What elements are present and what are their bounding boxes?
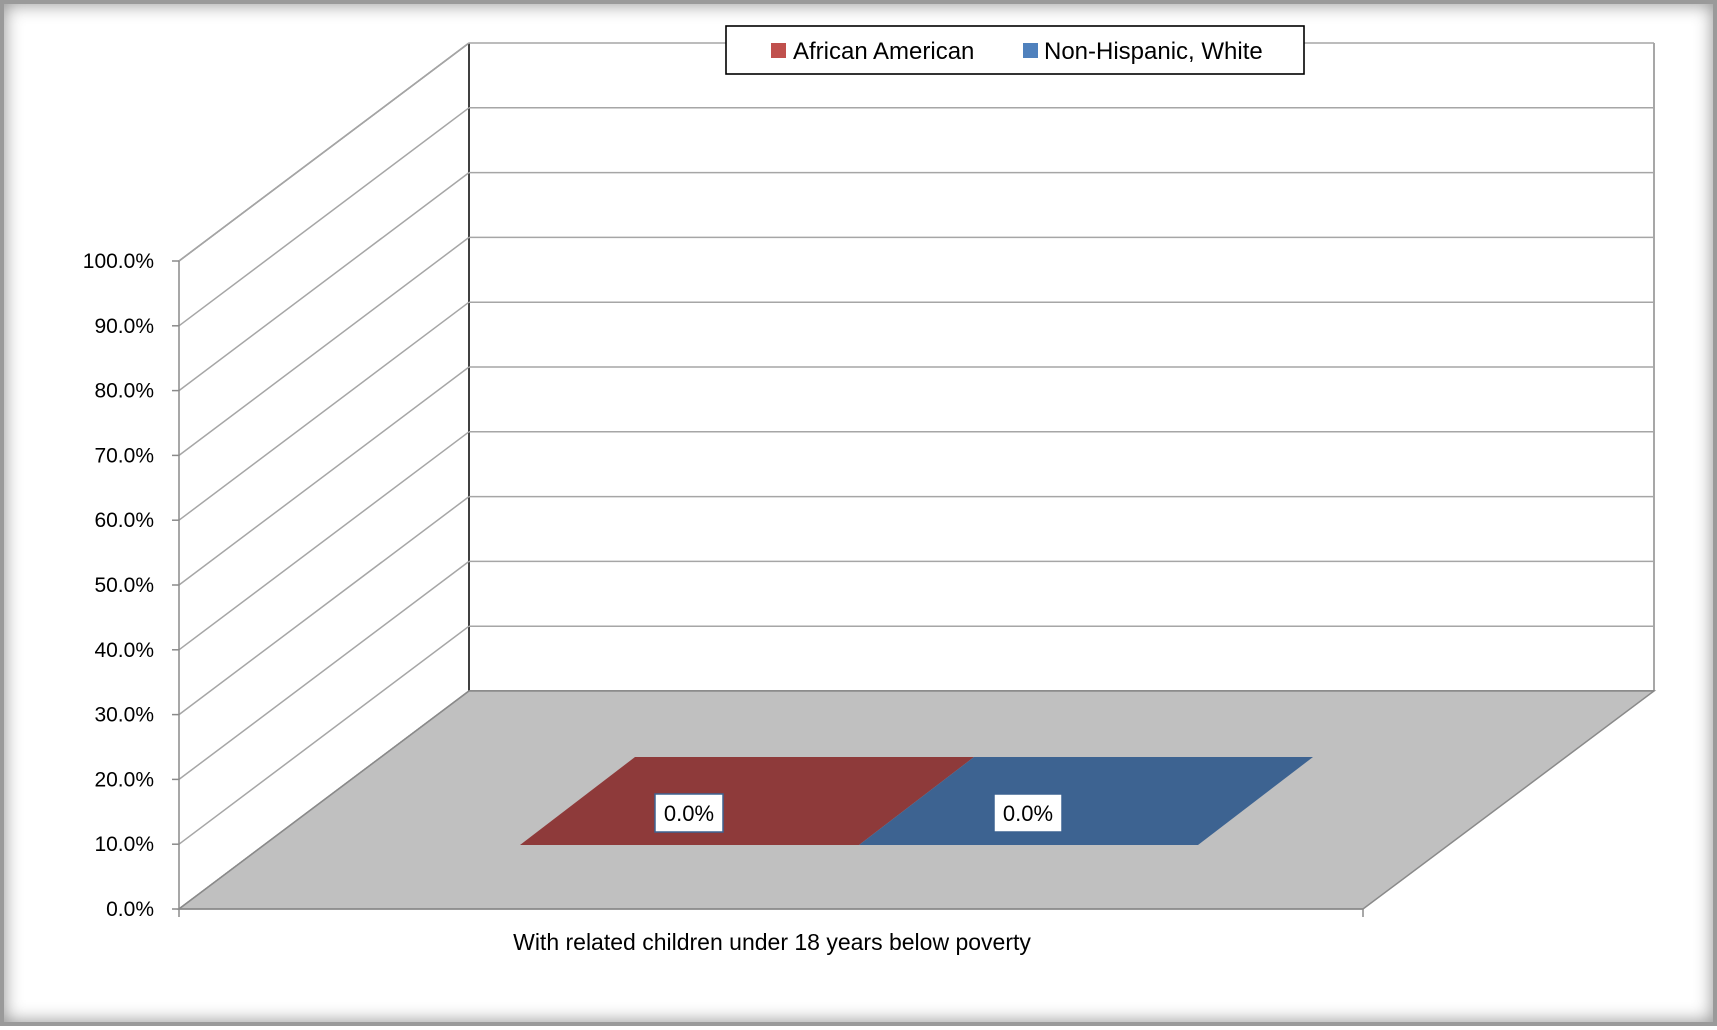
gridline-side <box>178 236 470 456</box>
bar-african-american <box>520 757 974 845</box>
gridline <box>178 301 1654 521</box>
gridline-side <box>178 42 470 262</box>
y-tick-label: 50.0% <box>94 574 154 597</box>
data-label-african-american: 0.0% <box>664 801 714 826</box>
data-label-non-hispanic-white: 0.0% <box>1003 801 1053 826</box>
gridline-side <box>178 366 470 586</box>
data-label-box-african-american <box>654 793 724 833</box>
y-tick-label: 40.0% <box>94 639 154 662</box>
bar-top-face <box>859 757 1313 845</box>
legend-label-non-hispanic-white: Non-Hispanic, White <box>1044 38 1263 65</box>
gridline-side <box>178 301 470 521</box>
y-tick-label: 30.0% <box>94 704 154 727</box>
gridline-side <box>178 625 470 845</box>
gridlines <box>178 42 1654 910</box>
bar-non-hispanic-white <box>859 757 1313 845</box>
gridline-side <box>178 172 470 392</box>
y-tick-label: 100.0% <box>83 250 154 273</box>
legend-label-african-american: African American <box>793 38 974 65</box>
x-axis: With related children under 18 years bel… <box>513 929 1031 955</box>
gridline-side <box>178 496 470 716</box>
gridline <box>178 366 1654 586</box>
gridline <box>178 560 1654 780</box>
gridline <box>178 107 1654 327</box>
data-label-box-non-hispanic-white <box>993 793 1063 833</box>
y-tick-label: 70.0% <box>94 444 154 467</box>
legend-swatch-african-american <box>771 43 786 58</box>
gridline <box>178 625 1654 845</box>
gridline <box>178 236 1654 456</box>
bar-top-face <box>520 757 974 845</box>
y-tick-label: 10.0% <box>94 833 154 856</box>
y-tick-label: 60.0% <box>94 509 154 532</box>
y-tick-label: 90.0% <box>94 315 154 338</box>
gridline <box>178 431 1654 651</box>
gridline-side <box>178 560 470 780</box>
legend: African American Non-Hispanic, White <box>725 25 1305 75</box>
legend-swatch-non-hispanic-white <box>1023 43 1038 58</box>
y-axis-ticks: 0.0% 10.0% 20.0% 30.0% 40.0% 50.0% 60.0% 70.0% 8… <box>83 250 1364 921</box>
gridline-side <box>178 431 470 651</box>
bars <box>520 757 1313 845</box>
y-tick-label: 20.0% <box>94 768 154 791</box>
legend-box <box>725 25 1305 75</box>
data-labels: 0.0% 0.0% <box>654 793 1063 833</box>
chart-svg: 0.0% 10.0% 20.0% 30.0% 40.0% 50.0% 60.0% 70.0% 8… <box>83 25 1657 955</box>
gridline-side <box>178 107 470 327</box>
x-category-label: With related children under 18 years bel… <box>513 929 1031 955</box>
y-tick-label: 80.0% <box>94 380 154 403</box>
gridline <box>178 495 1654 716</box>
gridline <box>178 171 1654 392</box>
y-tick-label: 0.0% <box>106 898 154 921</box>
